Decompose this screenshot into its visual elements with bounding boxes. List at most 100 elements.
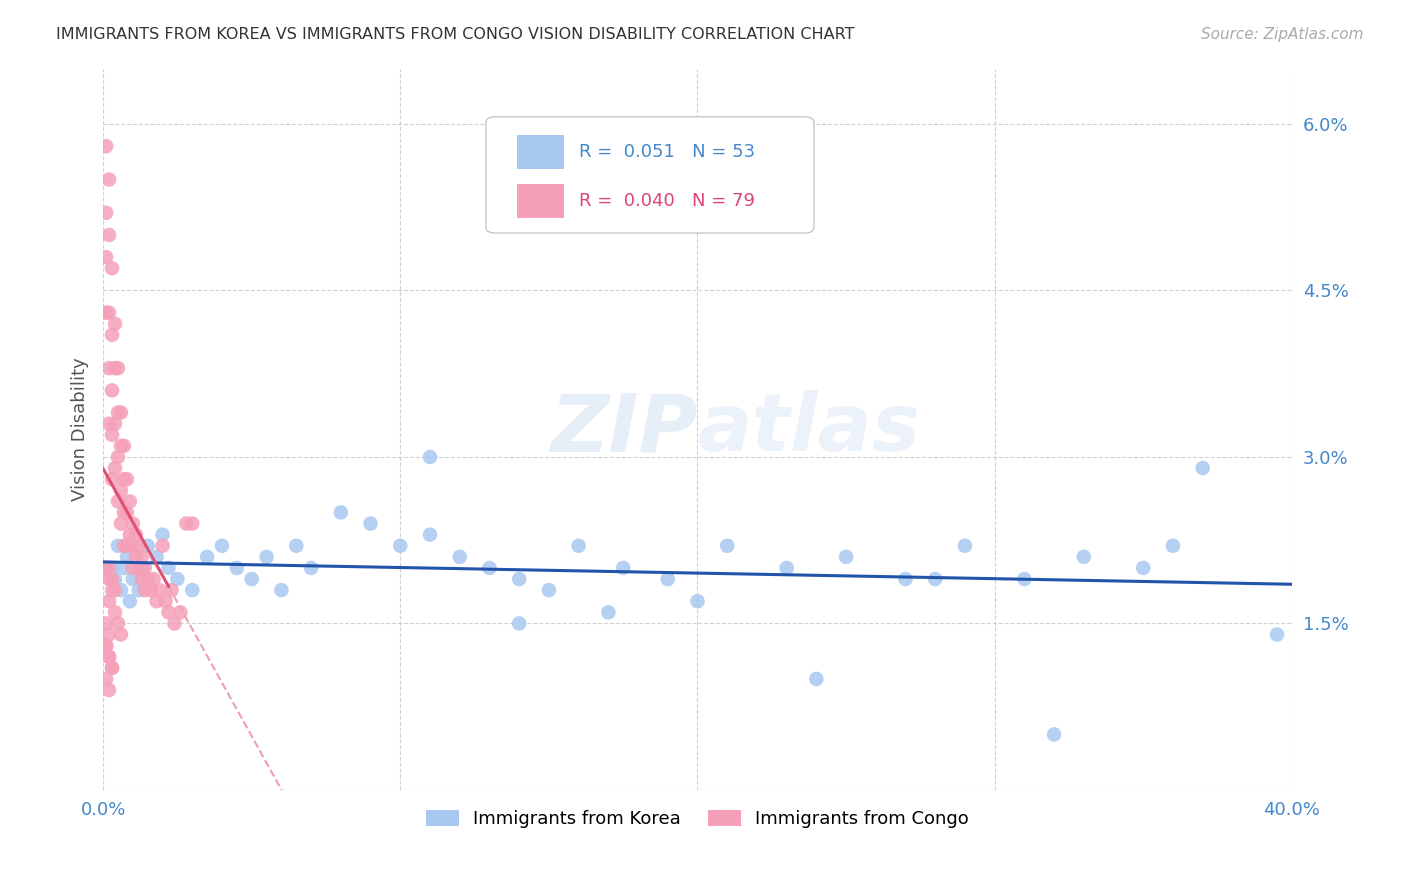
Point <box>112 439 135 453</box>
Point <box>211 539 233 553</box>
Point <box>128 539 150 553</box>
Point <box>139 583 162 598</box>
Point <box>118 594 141 608</box>
Point <box>94 561 117 575</box>
Point <box>101 583 124 598</box>
Point <box>149 583 172 598</box>
Point <box>240 572 263 586</box>
Point <box>94 616 117 631</box>
Point <box>101 327 124 342</box>
Point <box>285 539 308 553</box>
Point <box>110 583 132 598</box>
Point <box>166 572 188 586</box>
FancyBboxPatch shape <box>486 117 814 233</box>
Point <box>98 306 121 320</box>
Point <box>716 539 738 553</box>
Point <box>115 549 138 564</box>
FancyBboxPatch shape <box>517 136 564 169</box>
Point <box>134 583 156 598</box>
Point <box>152 539 174 553</box>
Point <box>98 594 121 608</box>
Point <box>1265 627 1288 641</box>
Point <box>256 549 278 564</box>
Point <box>101 261 124 276</box>
Point <box>136 572 159 586</box>
Point <box>160 583 183 598</box>
Point <box>329 506 352 520</box>
Point <box>924 572 946 586</box>
Point <box>101 472 124 486</box>
Point <box>104 461 127 475</box>
Point <box>94 639 117 653</box>
Point <box>163 616 186 631</box>
Text: R =  0.051   N = 53: R = 0.051 N = 53 <box>579 143 755 161</box>
Point <box>110 406 132 420</box>
Point <box>1132 561 1154 575</box>
Point <box>110 516 132 531</box>
Text: atlas: atlas <box>697 390 921 468</box>
Point <box>419 450 441 464</box>
Point <box>1191 461 1213 475</box>
Point <box>657 572 679 586</box>
Text: ZIP: ZIP <box>550 390 697 468</box>
Point <box>128 561 150 575</box>
Point <box>686 594 709 608</box>
Point <box>112 472 135 486</box>
Point <box>419 527 441 541</box>
Point <box>107 406 129 420</box>
Point <box>145 549 167 564</box>
Point <box>155 594 177 608</box>
Point <box>115 539 138 553</box>
Point <box>115 472 138 486</box>
Point <box>537 583 560 598</box>
Point <box>98 227 121 242</box>
Point <box>98 649 121 664</box>
Point <box>894 572 917 586</box>
Point <box>360 516 382 531</box>
Point <box>94 250 117 264</box>
Point <box>478 561 501 575</box>
Point <box>1161 539 1184 553</box>
Point <box>121 572 143 586</box>
Point <box>775 561 797 575</box>
Point <box>98 561 121 575</box>
Point <box>806 672 828 686</box>
Point <box>131 561 153 575</box>
Point <box>152 527 174 541</box>
Point <box>94 139 117 153</box>
Point <box>121 516 143 531</box>
Point <box>101 384 124 398</box>
Point <box>101 661 124 675</box>
Point <box>1043 727 1066 741</box>
Point <box>136 539 159 553</box>
Point <box>94 306 117 320</box>
Point <box>104 572 127 586</box>
Point <box>1073 549 1095 564</box>
Point <box>134 561 156 575</box>
Point <box>104 417 127 431</box>
Point <box>101 572 124 586</box>
Point <box>121 539 143 553</box>
Point <box>176 516 198 531</box>
Point <box>115 506 138 520</box>
Y-axis label: Vision Disability: Vision Disability <box>72 358 89 501</box>
Point <box>953 539 976 553</box>
Point <box>104 361 127 376</box>
Point <box>94 206 117 220</box>
Point <box>110 627 132 641</box>
Point <box>98 627 121 641</box>
Point <box>131 549 153 564</box>
Text: Source: ZipAtlas.com: Source: ZipAtlas.com <box>1201 27 1364 42</box>
Point <box>107 361 129 376</box>
Point <box>107 494 129 508</box>
Point <box>112 539 135 553</box>
Point <box>270 583 292 598</box>
Point <box>125 527 148 541</box>
Point <box>299 561 322 575</box>
Point <box>125 549 148 564</box>
Point <box>110 483 132 498</box>
Point <box>131 572 153 586</box>
Point <box>98 649 121 664</box>
Point <box>94 639 117 653</box>
Legend: Immigrants from Korea, Immigrants from Congo: Immigrants from Korea, Immigrants from C… <box>419 802 976 835</box>
